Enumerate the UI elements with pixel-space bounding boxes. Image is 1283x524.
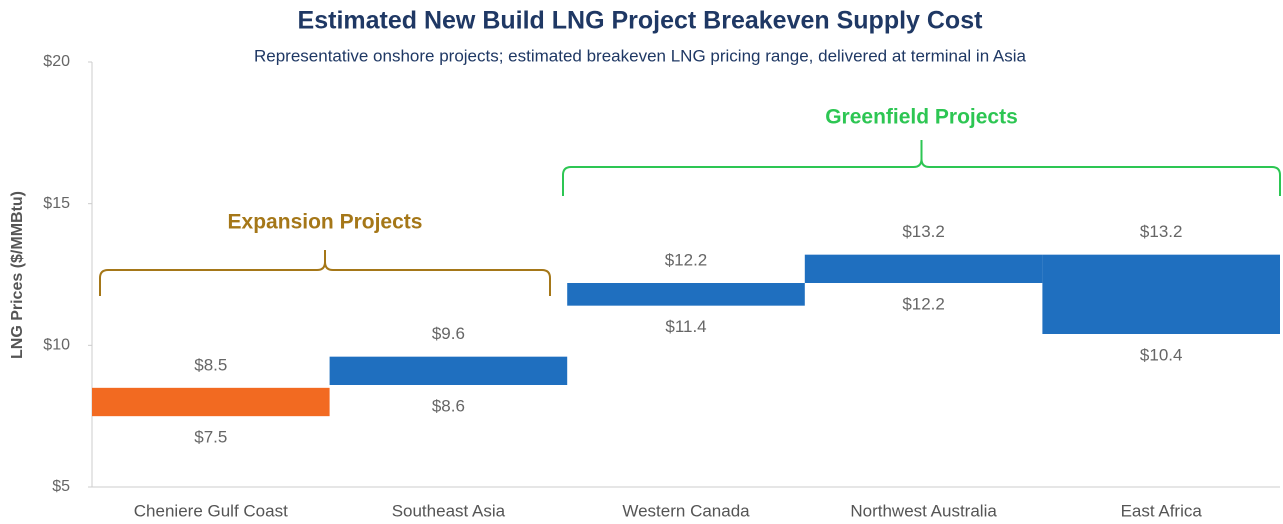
y-axis-title: LNG Prices ($/MMBtu) <box>9 191 26 359</box>
low-label: $7.5 <box>194 428 227 447</box>
chart-title: Estimated New Build LNG Project Breakeve… <box>298 7 984 35</box>
high-label: $12.2 <box>665 250 708 269</box>
range-bar <box>1042 254 1280 334</box>
y-tick-label: $20 <box>43 53 70 70</box>
bracket <box>562 140 1281 196</box>
high-label: $9.6 <box>432 324 465 343</box>
low-label: $10.4 <box>1140 345 1183 364</box>
bracket-label: Greenfield Projects <box>825 106 1018 129</box>
range-bar <box>804 254 1043 283</box>
range-bar <box>92 387 330 417</box>
x-tick-label: Cheniere Gulf Coast <box>134 501 288 520</box>
x-tick-label: Southeast Asia <box>392 501 506 520</box>
y-tick-label: $15 <box>43 195 70 212</box>
y-tick-label: $5 <box>52 478 70 495</box>
bracket <box>99 250 551 296</box>
high-label: $13.2 <box>902 222 945 241</box>
high-label: $13.2 <box>1140 222 1183 241</box>
low-label: $11.4 <box>665 317 706 336</box>
y-tick-label: $10 <box>43 337 70 354</box>
low-label: $8.6 <box>432 396 465 415</box>
x-tick-label: East Africa <box>1121 501 1203 520</box>
range-bar <box>567 283 805 306</box>
low-label: $12.2 <box>902 294 945 313</box>
chart-subtitle: Representative onshore projects; estimat… <box>254 46 1027 65</box>
x-tick-label: Northwest Australia <box>850 501 997 520</box>
bracket-label: Expansion Projects <box>228 211 423 234</box>
high-label: $8.5 <box>194 355 227 374</box>
x-tick-label: Western Canada <box>622 501 750 520</box>
range-bar <box>329 356 568 385</box>
